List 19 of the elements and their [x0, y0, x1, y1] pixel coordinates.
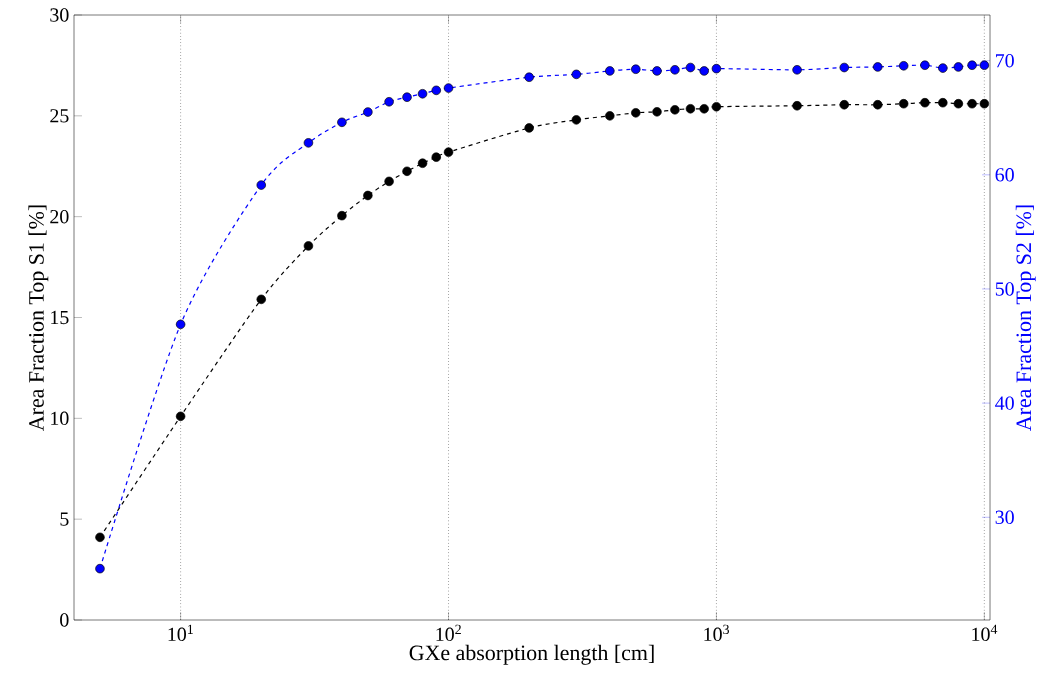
y-tick-label: 10	[51, 411, 69, 426]
y-tick-label: 5	[60, 512, 69, 526]
y-tick-label: 30	[50, 8, 69, 22]
y2-tick-label: 60	[995, 168, 1014, 182]
x-tick-label: 10$^{4}$	[972, 624, 998, 641]
y2-tick-label: 30	[995, 510, 1014, 524]
y-axis-title: Area Fraction Top S1 [%]	[28, 205, 49, 431]
y2-axis-title: Area Fraction Top S2 [%]	[1015, 205, 1036, 431]
y2-tick-label: 50	[995, 282, 1014, 296]
y-tick-label: 15	[51, 310, 69, 325]
x-axis-title: GXe absorption length [cm]	[409, 644, 654, 665]
y-tick-label: 20	[50, 209, 69, 224]
y-tick-label: 25	[50, 109, 69, 123]
y2-tick-label: 70	[996, 53, 1014, 68]
y-tick-label: 0	[60, 613, 69, 627]
x-tick-label: 10$^{1}$	[168, 624, 193, 642]
x-tick-label: 10$^{3}$	[704, 624, 729, 642]
y2-tick-label: 40	[995, 396, 1014, 410]
x-tick-label: 10$^{2}$	[436, 624, 461, 642]
